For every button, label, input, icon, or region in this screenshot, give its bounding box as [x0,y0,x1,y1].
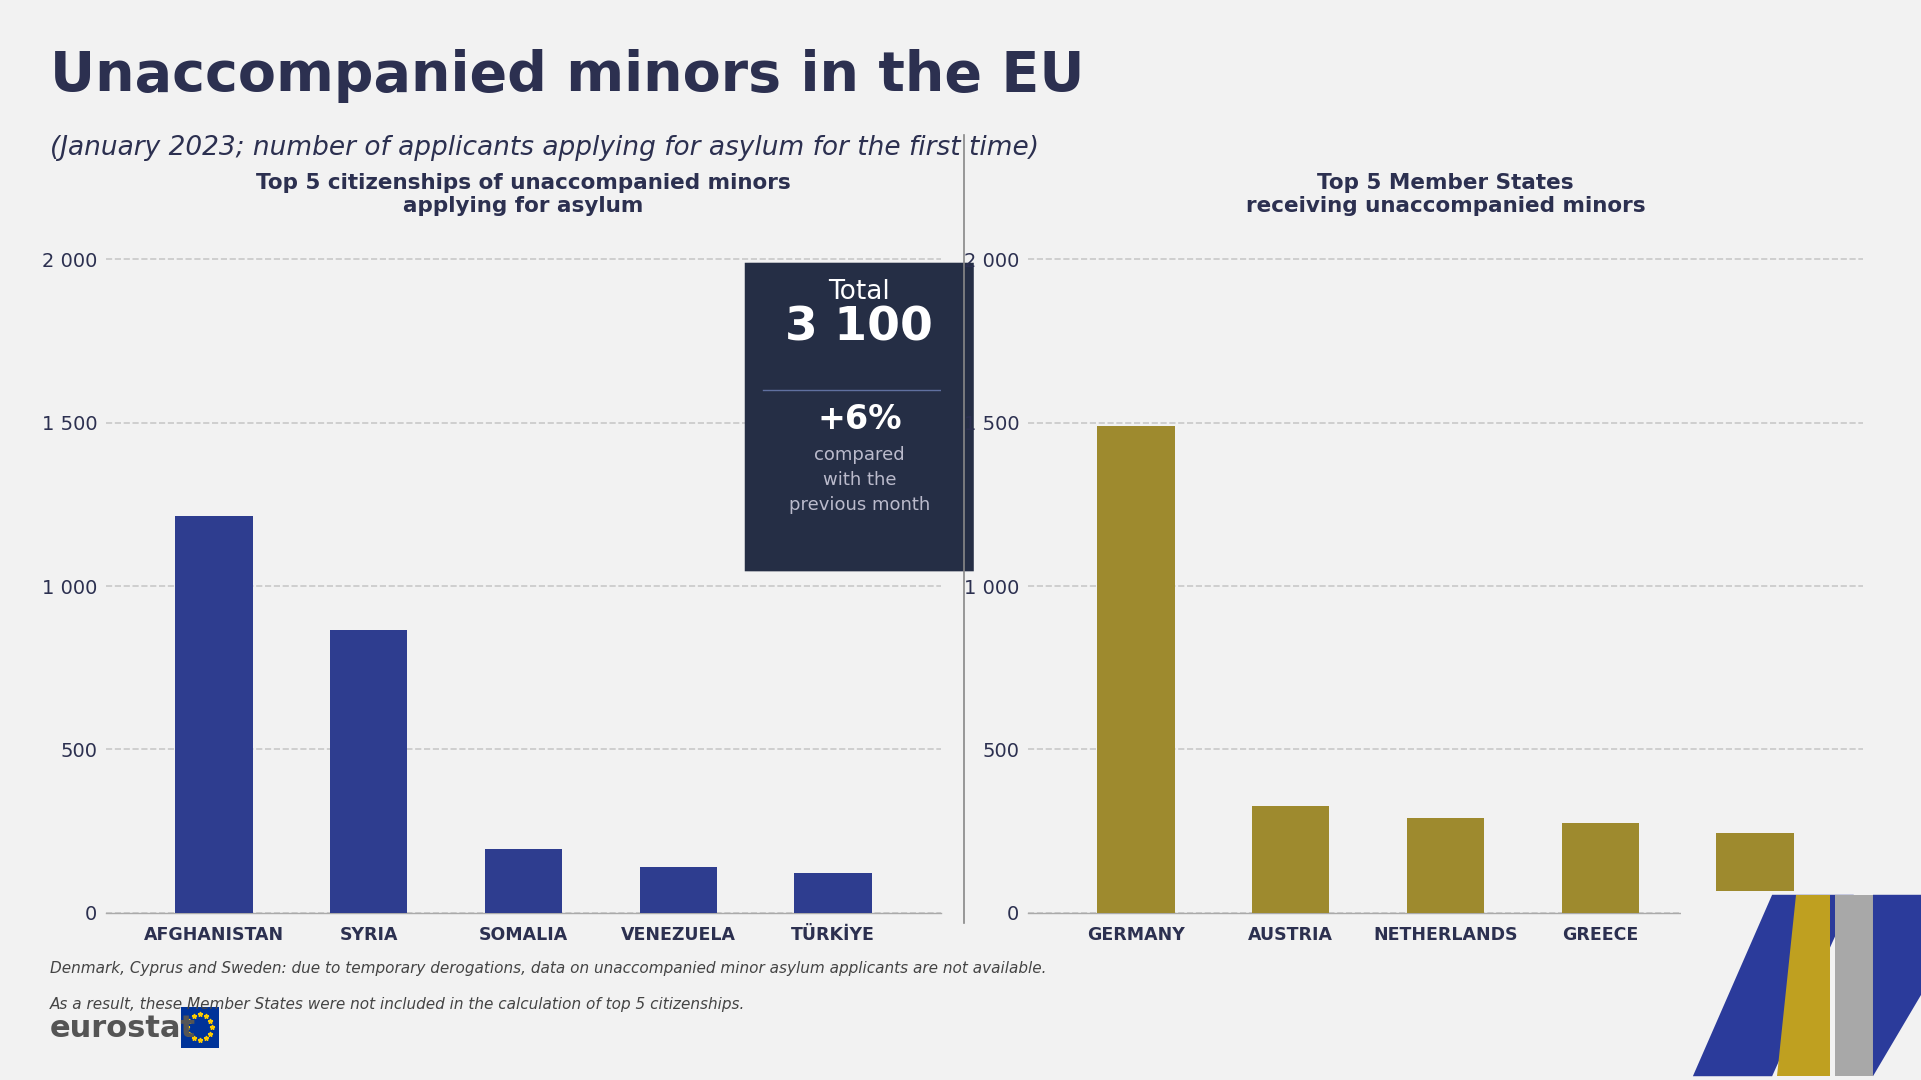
Text: Denmark, Cyprus and Sweden: due to temporary derogations, data on unaccompanied : Denmark, Cyprus and Sweden: due to tempo… [50,961,1047,976]
Bar [640,867,717,913]
Bar [1097,426,1176,913]
Text: +6%: +6% [816,403,901,436]
Bar [175,516,254,913]
Bar [1406,818,1485,913]
Polygon shape [1692,894,1854,1076]
Text: Top 5 citizenships of unaccompanied minors
applying for asylum: Top 5 citizenships of unaccompanied mino… [255,173,791,216]
Text: 3 100: 3 100 [786,306,934,350]
Bar [330,630,407,913]
Bar [1562,823,1639,913]
Text: eurostat: eurostat [50,1014,196,1042]
Text: Top 5 Member States
receiving unaccompanied minors: Top 5 Member States receiving unaccompan… [1245,173,1646,216]
FancyBboxPatch shape [745,262,974,571]
Polygon shape [1777,894,1829,1076]
Text: compared
with the
previous month: compared with the previous month [790,446,930,514]
Text: (January 2023; number of applicants applying for asylum for the first time): (January 2023; number of applicants appl… [50,135,1039,161]
Bar [1252,807,1329,913]
Polygon shape [1854,894,1921,1076]
Text: Total: Total [828,279,889,305]
Text: Unaccompanied minors in the EU: Unaccompanied minors in the EU [50,49,1085,103]
Bar [484,849,563,913]
Bar [1715,833,1794,913]
Text: As a result, these Member States were not included in the calculation of top 5 c: As a result, these Member States were no… [50,997,745,1012]
Polygon shape [1835,894,1873,1076]
Bar [793,874,872,913]
